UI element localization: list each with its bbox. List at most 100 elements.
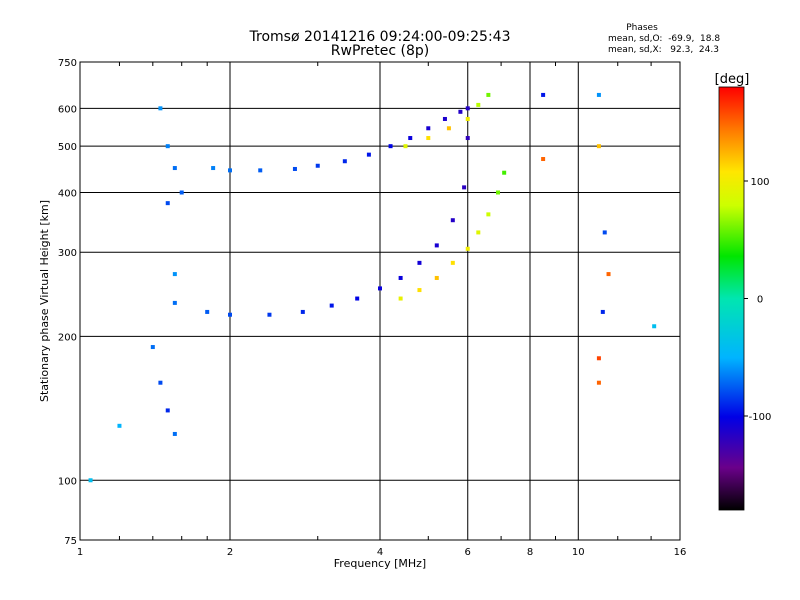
- data-point: [211, 166, 216, 171]
- data-point: [465, 116, 470, 121]
- data-point: [541, 157, 546, 162]
- data-point: [403, 144, 408, 149]
- data-point: [88, 478, 93, 483]
- data-point: [292, 166, 297, 171]
- data-point: [172, 166, 177, 171]
- colorbar-tick-label: -100: [749, 412, 772, 423]
- data-point: [117, 423, 122, 428]
- data-point: [541, 92, 546, 97]
- data-point: [596, 144, 601, 149]
- data-point: [205, 309, 210, 314]
- data-point: [596, 356, 601, 361]
- data-point: [172, 272, 177, 277]
- phase-heading: Phases: [626, 23, 658, 33]
- colorbar-gradient: [719, 87, 744, 510]
- data-point: [486, 92, 491, 97]
- data-point: [158, 380, 163, 385]
- x-tick-label: 6: [465, 547, 471, 558]
- data-point: [465, 136, 470, 141]
- data-point: [426, 136, 431, 141]
- data-point: [150, 345, 155, 350]
- y-tick-label: 400: [58, 188, 77, 199]
- data-point: [450, 260, 455, 265]
- phase-line-o: mean, sd,O: -69.9, 18.8: [608, 34, 720, 44]
- colorbar-label: [deg]: [715, 72, 750, 87]
- x-tick-labels: 1 2 4 6 8 10 16: [77, 547, 687, 558]
- data-point: [600, 309, 605, 314]
- data-point: [329, 303, 334, 308]
- data-point: [602, 230, 607, 235]
- y-tick-labels: 75 100 200 300 400 500 600 750: [58, 58, 77, 547]
- data-point: [652, 324, 657, 329]
- grid-lines: [80, 62, 680, 540]
- y-tick-label: 600: [58, 104, 77, 115]
- data-point: [165, 408, 170, 413]
- chart-title: Tromsø 20141216 09:24:00-09:25:43: [249, 29, 511, 45]
- data-point: [476, 102, 481, 107]
- phase-line-x: mean, sd,X: 92.3, 24.3: [608, 45, 719, 55]
- colorbar-tick-label: 100: [750, 177, 769, 188]
- data-point: [398, 275, 403, 280]
- data-point: [258, 168, 263, 173]
- data-points: [88, 92, 657, 483]
- data-point: [165, 144, 170, 149]
- data-point: [495, 190, 500, 195]
- data-point: [408, 136, 413, 141]
- data-point: [426, 126, 431, 131]
- y-tick-label: 750: [58, 58, 77, 69]
- data-point: [434, 243, 439, 248]
- x-tick-label: 1: [77, 547, 83, 558]
- data-point: [450, 218, 455, 223]
- data-point: [434, 275, 439, 280]
- data-point: [465, 246, 470, 251]
- data-point: [458, 109, 463, 114]
- y-axis-label: Stationary phase Virtual Height [km]: [38, 200, 51, 402]
- x-tick-label: 10: [572, 547, 585, 558]
- phase-summary: Phases mean, sd,O: -69.9, 18.8 mean, sd,…: [608, 23, 720, 55]
- data-point: [596, 92, 601, 97]
- x-tick-label: 2: [227, 547, 233, 558]
- data-point: [502, 170, 507, 175]
- data-point: [300, 309, 305, 314]
- data-point: [315, 163, 320, 168]
- data-point: [462, 185, 467, 190]
- x-axis-label: Frequency [MHz]: [334, 557, 426, 570]
- data-point: [596, 380, 601, 385]
- data-point: [179, 190, 184, 195]
- data-point: [366, 152, 371, 157]
- data-point: [378, 286, 382, 291]
- plot-frame: [79, 61, 681, 541]
- data-point: [465, 106, 470, 111]
- data-point: [158, 106, 163, 111]
- data-point: [355, 296, 360, 301]
- data-point: [172, 431, 177, 436]
- data-point: [398, 296, 403, 301]
- data-point: [442, 116, 447, 121]
- data-point: [342, 159, 347, 164]
- data-point: [388, 144, 393, 149]
- colorbar-tick-label: 0: [757, 295, 763, 306]
- data-point: [417, 288, 422, 293]
- chart-subtitle: RwPretec (8p): [331, 43, 429, 59]
- x-tick-label: 16: [674, 547, 687, 558]
- y-tick-label: 500: [58, 142, 77, 153]
- y-tick-label: 100: [58, 476, 77, 487]
- data-point: [486, 212, 491, 217]
- x-tick-label: 4: [377, 547, 383, 558]
- y-tick-label: 300: [58, 248, 77, 259]
- data-point: [228, 312, 232, 317]
- data-point: [606, 272, 611, 277]
- data-point: [228, 168, 232, 173]
- x-tick-label: 8: [527, 547, 533, 558]
- colorbar-ticks: 100 0 -100: [744, 177, 771, 423]
- y-tick-label: 200: [58, 332, 77, 343]
- data-point: [267, 312, 272, 317]
- data-point: [165, 201, 170, 206]
- data-point: [417, 260, 422, 265]
- data-point: [172, 300, 177, 305]
- data-point: [476, 230, 481, 235]
- data-point: [446, 126, 451, 131]
- colorbar: [deg] 100 0 -100: [715, 72, 771, 511]
- y-tick-label: 75: [64, 536, 77, 547]
